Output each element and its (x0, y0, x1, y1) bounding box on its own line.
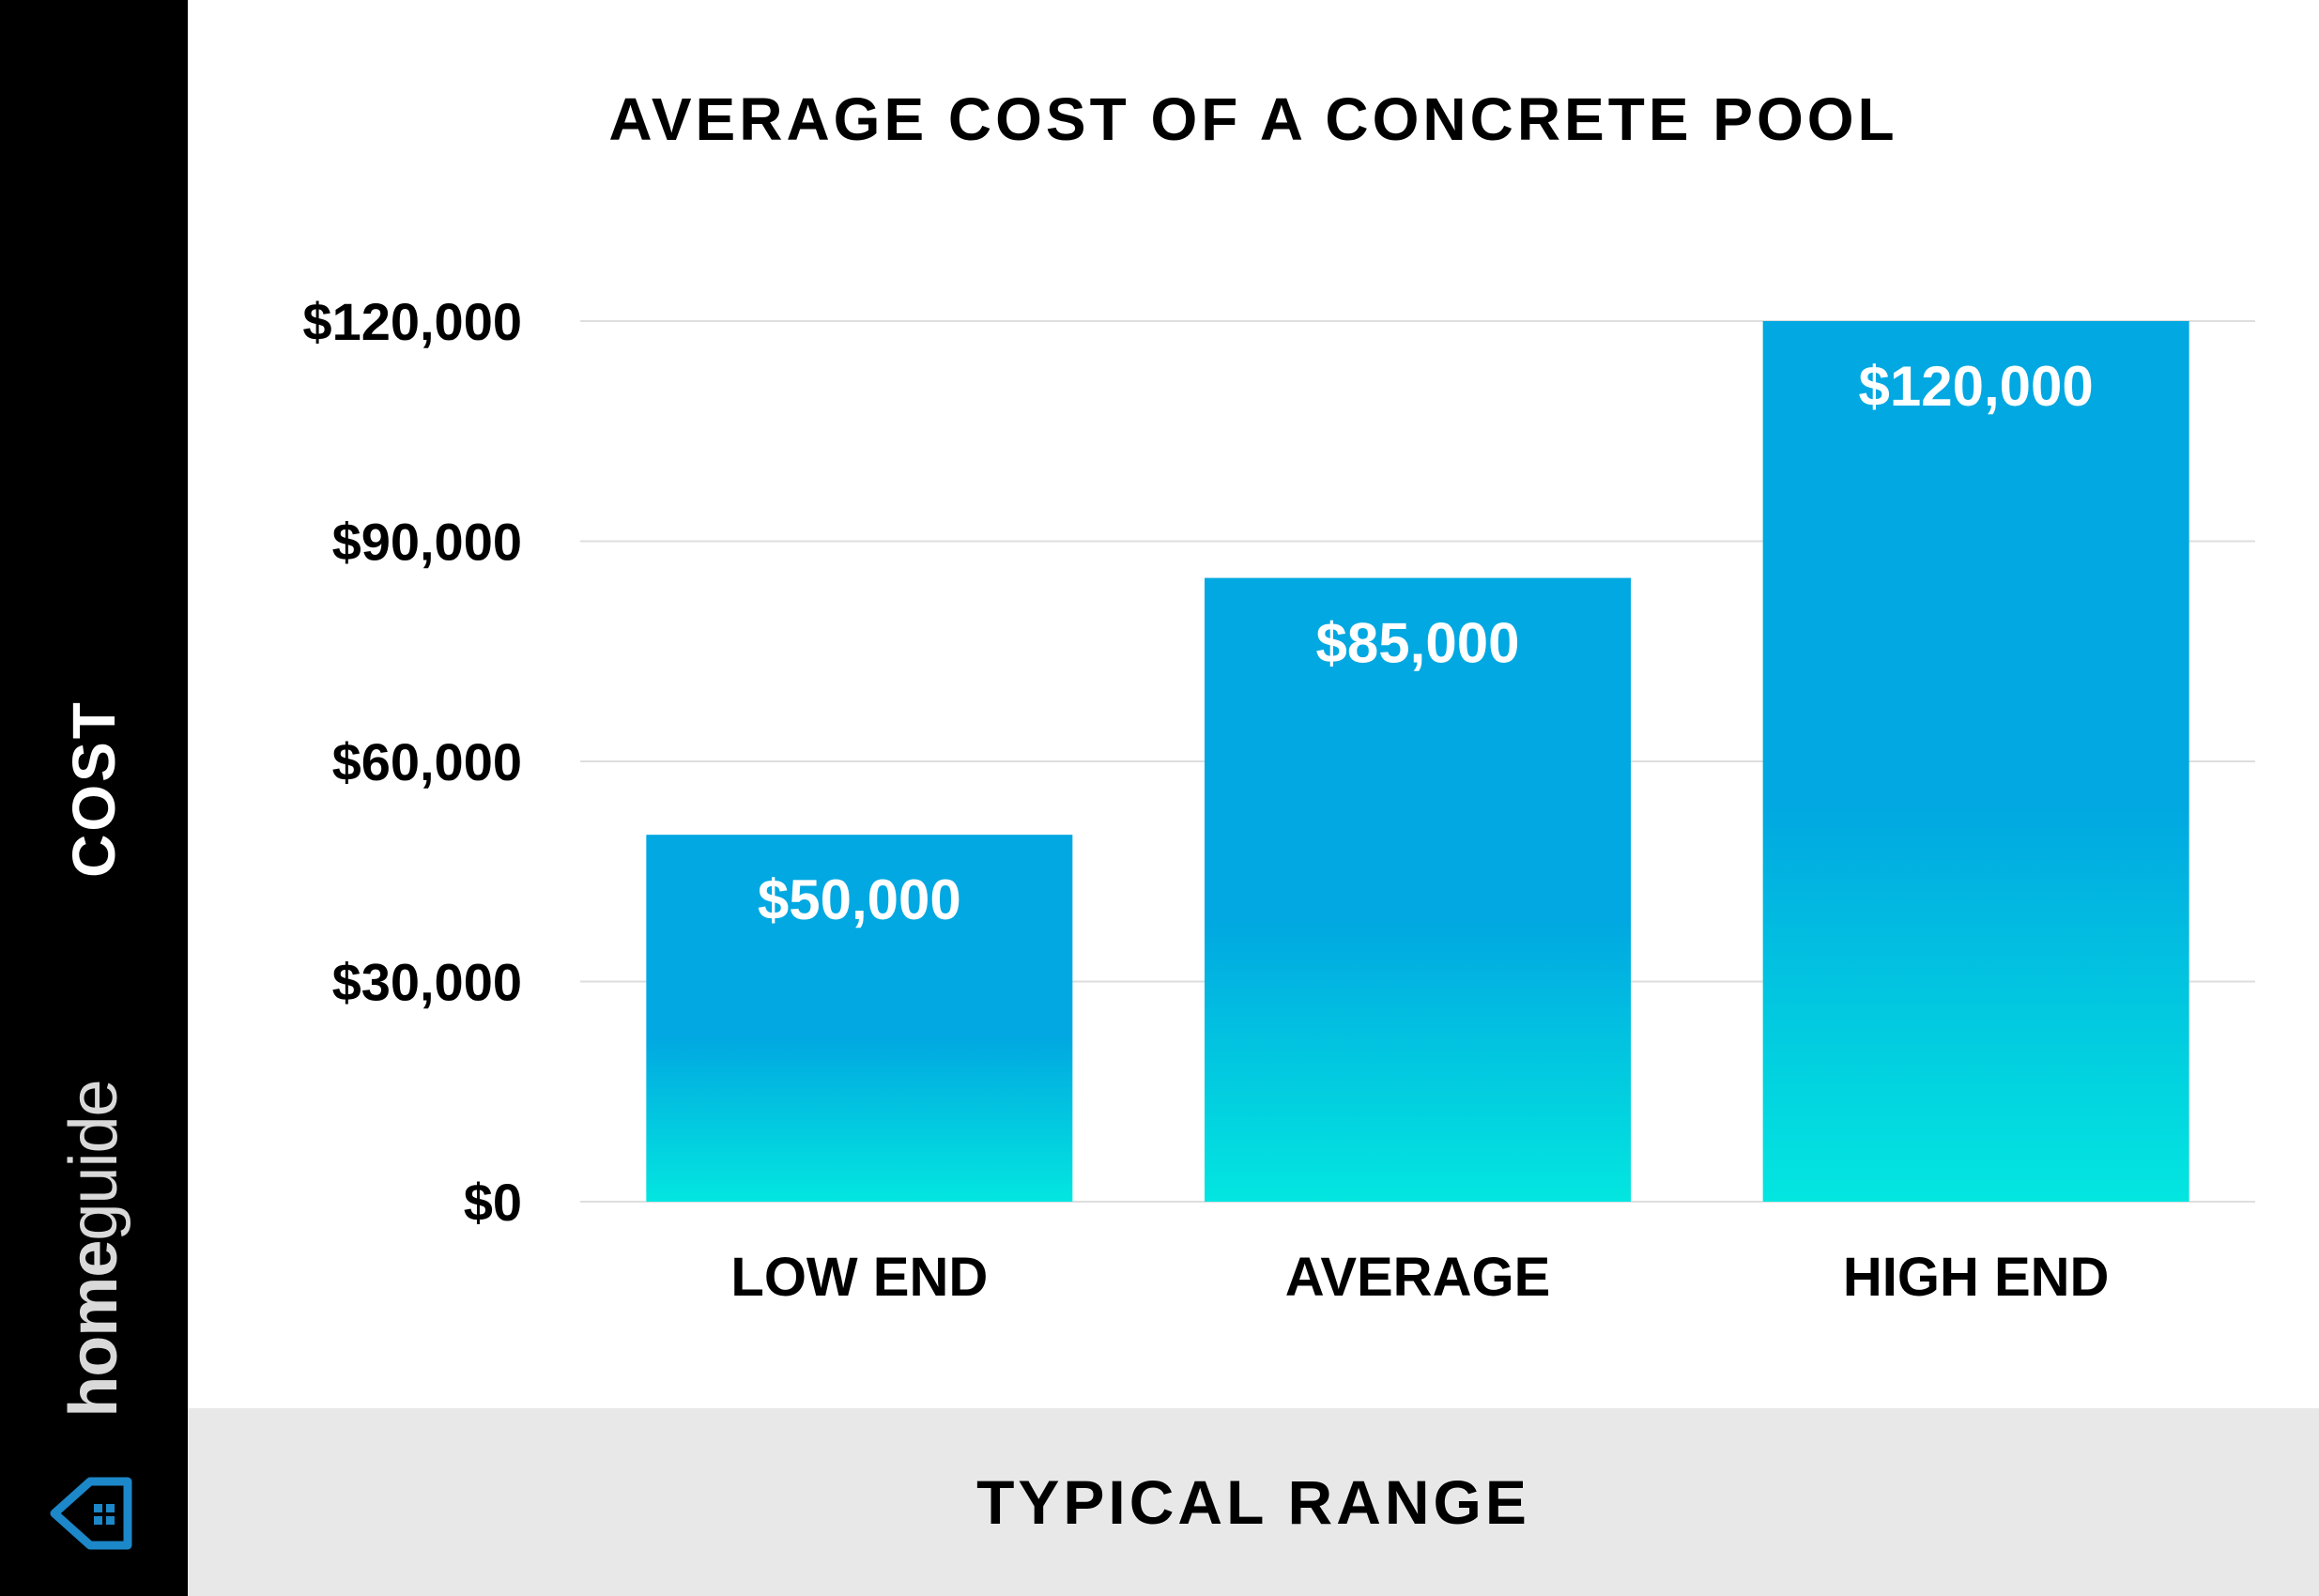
y-tick-label: $0 (464, 1173, 522, 1232)
y-tick-label: $30,000 (332, 953, 522, 1012)
y-tick-label: $90,000 (332, 513, 522, 572)
house-icon (50, 1477, 132, 1550)
bar-chart: $0 $30,000 $60,000 $90,000 $120,000 $50,000 LO… (302, 292, 2255, 1308)
x-tick-label: LOW END (730, 1247, 988, 1308)
chart-title: AVERAGE COST OF A CONCRETE POOL (608, 85, 1898, 153)
bar-value-label: $120,000 (1859, 355, 2094, 418)
bar-value-label: $50,000 (758, 868, 961, 931)
x-tick-label: HIGH END (1843, 1247, 2110, 1308)
bar (1762, 321, 2189, 1202)
x-tick-label: AVERAGE (1285, 1247, 1551, 1308)
y-tick-label: $60,000 (332, 732, 522, 791)
y-tick-label: $120,000 (302, 292, 522, 351)
bar (1205, 577, 1631, 1202)
x-axis-label: TYPICAL RANGE (976, 1467, 1530, 1537)
bar-value-label: $85,000 (1316, 612, 1520, 675)
bar (646, 835, 1073, 1202)
x-axis-footer: TYPICAL RANGE (188, 1408, 2319, 1596)
sidebar: COST homeguide (0, 0, 188, 1596)
